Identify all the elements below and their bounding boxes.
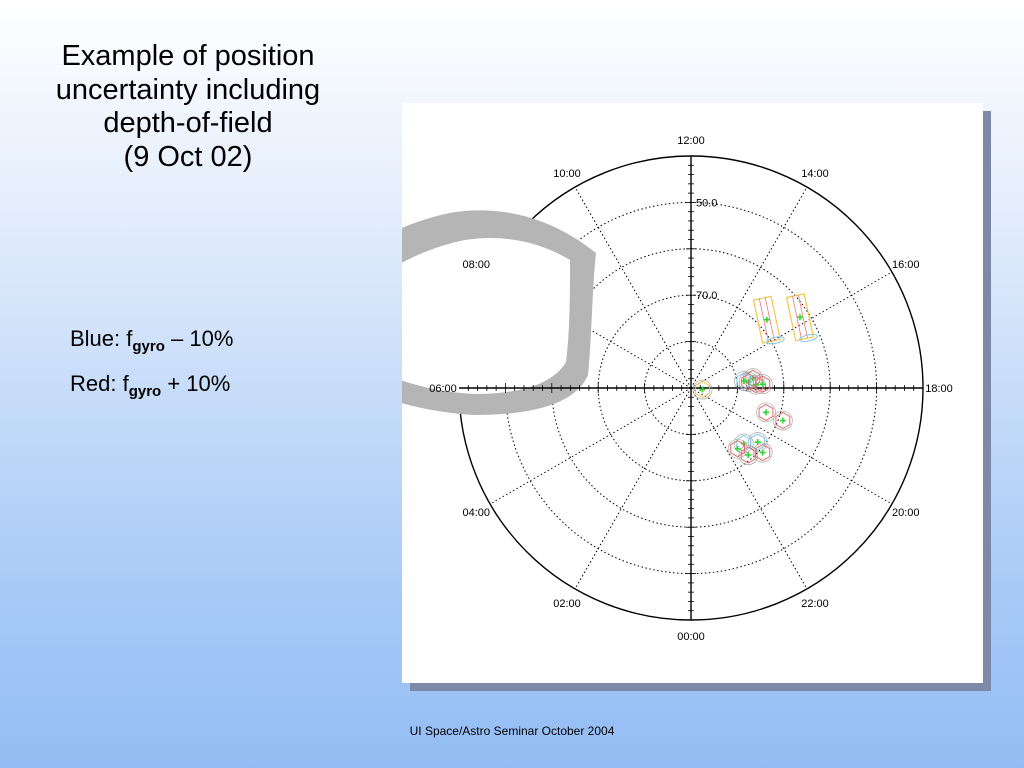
title-line-3: depth-of-field	[103, 107, 273, 140]
footprint-outline	[752, 442, 773, 463]
footprint-outline	[734, 371, 754, 391]
footprint-column-base	[766, 336, 785, 345]
legend-blue-prefix: Blue: f	[70, 326, 133, 351]
hour-label-1400: 14:00	[801, 168, 829, 180]
slide-title: Example of position uncertainty includin…	[18, 40, 358, 175]
hour-spoke	[574, 387, 692, 590]
hour-label-2200: 22:00	[801, 598, 829, 610]
hour-label-0000: 00:00	[677, 631, 705, 643]
legend-red-suffix: + 10%	[161, 371, 231, 396]
footprint-column	[752, 295, 781, 344]
hour-spoke	[574, 186, 692, 389]
footprint-outline	[773, 410, 793, 431]
legend-red: Red: fgyro + 10%	[70, 371, 230, 400]
footprint-hexagon	[755, 375, 771, 393]
footprint-hexagon	[736, 372, 752, 390]
hour-label-2000: 20:00	[892, 507, 920, 519]
title-line-1: Example of position	[61, 40, 315, 72]
legend-blue-suffix: – 10%	[164, 326, 234, 351]
footer-text: UI Space/Astro Seminar October 2004	[409, 724, 615, 738]
hour-label-0600: 06:00	[429, 383, 457, 395]
legend-blue-sub: gyro	[132, 338, 165, 355]
polar-figure: 12:00 10:00 08:00 06:00 04:00 02:00 00:00 22:00…	[303, 103, 983, 683]
footprint-hexagon	[730, 440, 745, 458]
footprint-hexagon	[740, 446, 756, 464]
hour-label-0400: 04:00	[462, 507, 490, 519]
hour-label-1800: 18:00	[925, 383, 953, 395]
footprint-outline	[753, 374, 773, 395]
hour-label-0800: 08:00	[462, 259, 490, 271]
hour-spoke	[690, 387, 893, 505]
footprint-outline	[738, 372, 759, 392]
footprint-hexagon	[695, 380, 710, 399]
legend-red-sub: gyro	[128, 383, 162, 400]
footprint-outline	[692, 379, 713, 400]
auroral-oval-inner	[345, 238, 570, 394]
footprint-outline	[738, 445, 759, 465]
title-line-4: (9 Oct 02)	[123, 140, 253, 173]
footprint-column-base	[799, 333, 818, 342]
hour-spoke	[690, 186, 808, 389]
legend-red-prefix: Red: f	[70, 371, 129, 396]
footprint-hexagon	[775, 411, 791, 430]
footprint-outline	[756, 402, 776, 423]
footprint-outline	[747, 432, 768, 452]
footprint-column	[785, 293, 814, 342]
legend-blue: Blue: fgyro – 10%	[70, 326, 233, 355]
title-line-2: uncertainty including	[55, 73, 321, 106]
hour-label-1000: 10:00	[553, 168, 581, 180]
footprint-outline	[727, 438, 748, 459]
footprint-hexagon	[755, 444, 771, 462]
hour-label-1200: 12:00	[677, 135, 705, 147]
hour-spoke	[690, 271, 893, 389]
hour-label-1600: 16:00	[892, 259, 920, 271]
polar-plot: 12:00 10:00 08:00 06:00 04:00 02:00 00:00 22:00…	[303, 135, 953, 643]
footprint-hexagon	[748, 376, 764, 394]
footprint-hexagon	[758, 403, 774, 421]
latitude-label-50: 50.0	[696, 197, 717, 209]
hour-spoke	[690, 387, 808, 590]
hour-label-0200: 02:00	[553, 598, 581, 610]
footprint-hexagon	[750, 433, 766, 451]
latitude-label-70: 70.0	[696, 290, 717, 302]
